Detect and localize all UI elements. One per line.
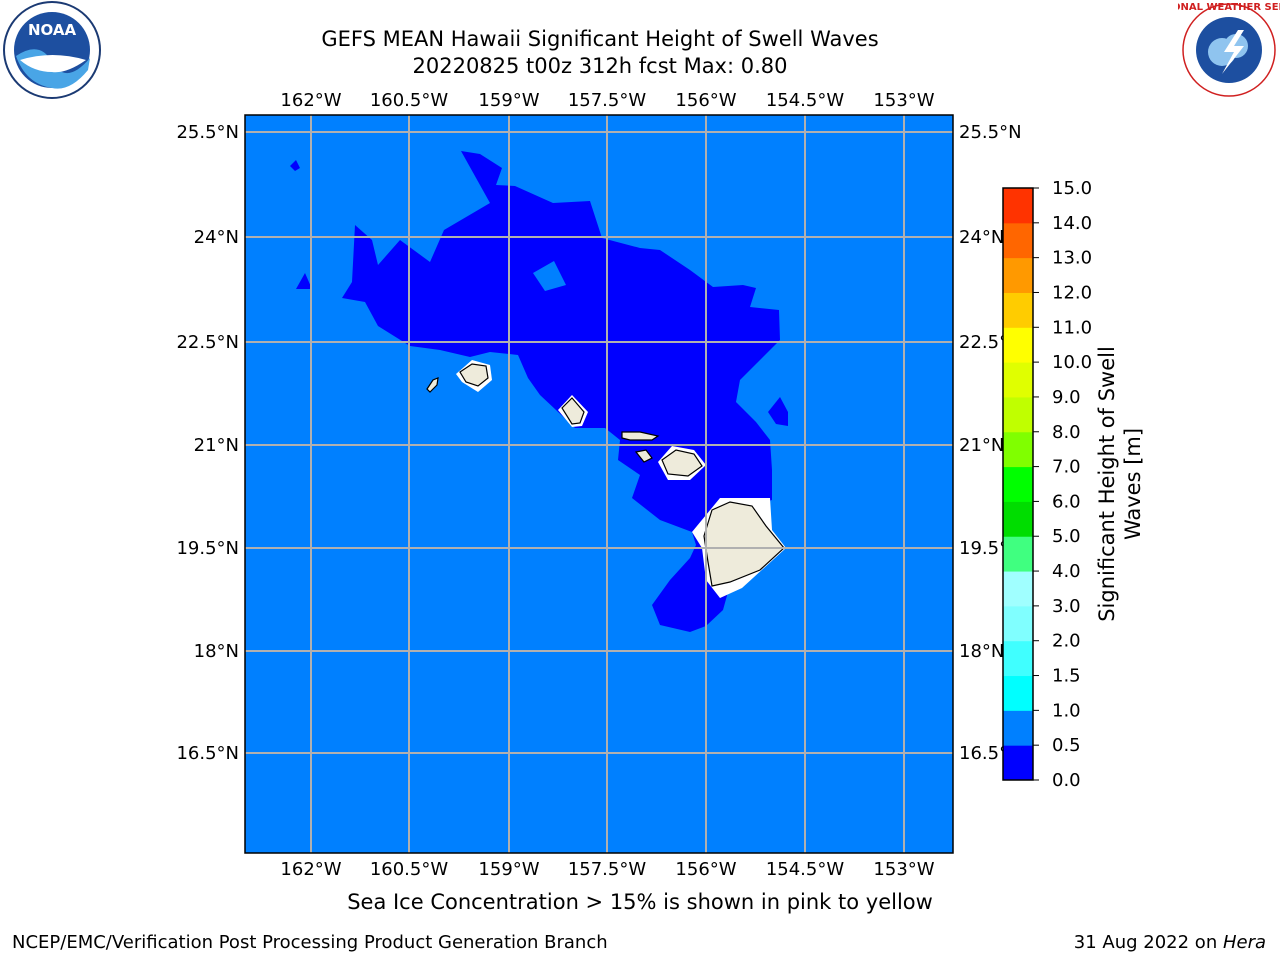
colorbar-swatch (1003, 710, 1033, 746)
colorbar-swatch (1003, 640, 1033, 677)
graticule (245, 115, 953, 853)
colorbar-tick-label: 6.0 (1052, 491, 1081, 512)
swell-height-map: 162°W 160.5°W 159°W 157.5°W 156°W 154.5°W 153°… (176, 90, 1022, 880)
colorbar-tick-label: 14.0 (1052, 213, 1092, 234)
footer-machine: Hera (1222, 932, 1266, 953)
lat-label-right: 25.5°N (959, 122, 1022, 143)
lat-label-right: 24°N (959, 227, 1004, 248)
lon-label-bottom: 156°W (675, 859, 736, 880)
colorbar-tick-label: 4.0 (1052, 561, 1081, 582)
colorbar-swatch (1003, 571, 1033, 607)
lat-label-left: 18°N (194, 641, 239, 662)
nws-logo-text: NATIONAL WEATHER SERVICE (1178, 2, 1280, 13)
sea-ice-note: Sea Ice Concentration > 15% is shown in … (347, 890, 933, 914)
colorbar-tick-label: 0.5 (1052, 735, 1081, 756)
lon-label-bottom: 159°W (478, 859, 539, 880)
colorbar-tick-label: 3.0 (1052, 596, 1081, 617)
colorbar-label-line2: Waves [m] (1121, 428, 1145, 540)
map-title: GEFS MEAN Hawaii Significant Height of S… (321, 27, 879, 51)
lat-label-left: 21°N (194, 435, 239, 456)
colorbar-swatch (1003, 605, 1033, 642)
noaa-logo: NOAA (3, 1, 101, 99)
lat-label-left: 19.5°N (176, 538, 239, 559)
nws-logo: NATIONAL WEATHER SERVICE (1178, 2, 1280, 97)
colorbar-swatch (1003, 327, 1033, 363)
colorbar-swatch (1003, 501, 1033, 537)
lon-label-top: 160.5°W (370, 90, 449, 111)
low-swell-patch (768, 397, 788, 426)
footer-date: 31 Aug 2022 on Hera (1074, 932, 1266, 953)
colorbar-tick-label: 10.0 (1052, 352, 1092, 373)
lat-label-right: 21°N (959, 435, 1004, 456)
colorbar-label-line1: Significant Height of Swell (1095, 346, 1119, 622)
lat-label-left: 16.5°N (176, 743, 239, 764)
island-niihau (426, 377, 439, 393)
lon-label-top: 162°W (280, 90, 341, 111)
colorbar-tick-label: 7.0 (1052, 457, 1081, 478)
colorbar-swatch (1003, 745, 1033, 781)
colorbar-swatch (1003, 257, 1033, 293)
lat-label-right: 18°N (959, 641, 1004, 662)
lon-label-top: 153°W (873, 90, 934, 111)
latitude-labels-left: 25.5°N 24°N 22.5°N 21°N 19.5°N 18°N 16.5°N (176, 122, 239, 764)
colorbar-tick-label: 1.0 (1052, 700, 1081, 721)
colorbar-swatch (1003, 222, 1033, 259)
colorbar-tick-label: 2.0 (1052, 631, 1081, 652)
colorbar-swatches (1003, 188, 1033, 781)
colorbar: 0.0 0.5 1.0 1.5 2.0 3.0 4.0 5.0 6.0 7.0 8.0 9.0 10.0… (1002, 178, 1145, 791)
colorbar-swatch (1003, 188, 1033, 224)
island-lanai (634, 449, 653, 463)
island-maui (661, 449, 703, 477)
island-kauai (459, 363, 489, 387)
lon-label-bottom: 157.5°W (568, 859, 647, 880)
colorbar-tick-label: 8.0 (1052, 422, 1081, 443)
longitude-labels-top: 162°W 160.5°W 159°W 157.5°W 156°W 154.5°W 153°… (280, 90, 934, 111)
lat-label-left: 24°N (194, 227, 239, 248)
lat-label-left: 25.5°N (176, 122, 239, 143)
colorbar-tick-label: 11.0 (1052, 317, 1092, 338)
colorbar-swatch (1003, 536, 1033, 572)
colorbar-swatch (1003, 675, 1033, 711)
lon-label-bottom: 160.5°W (370, 859, 449, 880)
longitude-labels-bottom: 162°W 160.5°W 159°W 157.5°W 156°W 154.5°W 153°… (280, 859, 934, 880)
colorbar-swatch (1003, 396, 1033, 433)
colorbar-swatch (1003, 292, 1033, 328)
low-swell-region (342, 151, 780, 632)
colorbar-tick-label: 9.0 (1052, 387, 1081, 408)
footer-date-text: 31 Aug 2022 on (1073, 932, 1223, 953)
lat-label-left: 22.5°N (176, 332, 239, 353)
lon-label-top: 159°W (478, 90, 539, 111)
lon-label-top: 156°W (675, 90, 736, 111)
footer-branch: NCEP/EMC/Verification Post Processing Pr… (12, 932, 608, 953)
map-frame (244, 114, 954, 854)
colorbar-frame (1002, 187, 1034, 781)
colorbar-tick-label: 0.0 (1052, 770, 1081, 791)
lon-label-bottom: 154.5°W (766, 859, 845, 880)
island-oahu (561, 397, 585, 425)
colorbar-tick-label: 1.5 (1052, 666, 1081, 687)
lon-label-top: 157.5°W (568, 90, 647, 111)
low-swell-patch (290, 160, 300, 171)
colorbar-tick-label: 13.0 (1052, 248, 1092, 269)
lon-label-bottom: 153°W (873, 859, 934, 880)
lon-label-bottom: 162°W (280, 859, 341, 880)
colorbar-tick-label: 15.0 (1052, 178, 1092, 199)
ocean-area (245, 115, 953, 853)
low-swell-patch (296, 273, 312, 289)
map-subtitle: 20220825 t00z 312h fcst Max: 0.80 (412, 54, 788, 78)
island-molokai (621, 431, 660, 441)
colorbar-tick-label: 5.0 (1052, 526, 1081, 547)
colorbar-swatch (1003, 362, 1033, 398)
lon-label-top: 154.5°W (766, 90, 845, 111)
noaa-logo-text: NOAA (28, 21, 77, 39)
colorbar-swatch (1003, 466, 1033, 502)
colorbar-ticks: 0.0 0.5 1.0 1.5 2.0 3.0 4.0 5.0 6.0 7.0 8.0 9.0 10.0… (1033, 178, 1092, 791)
higher-swell-patch (533, 261, 566, 291)
colorbar-tick-label: 12.0 (1052, 282, 1092, 303)
colorbar-swatch (1003, 431, 1033, 468)
